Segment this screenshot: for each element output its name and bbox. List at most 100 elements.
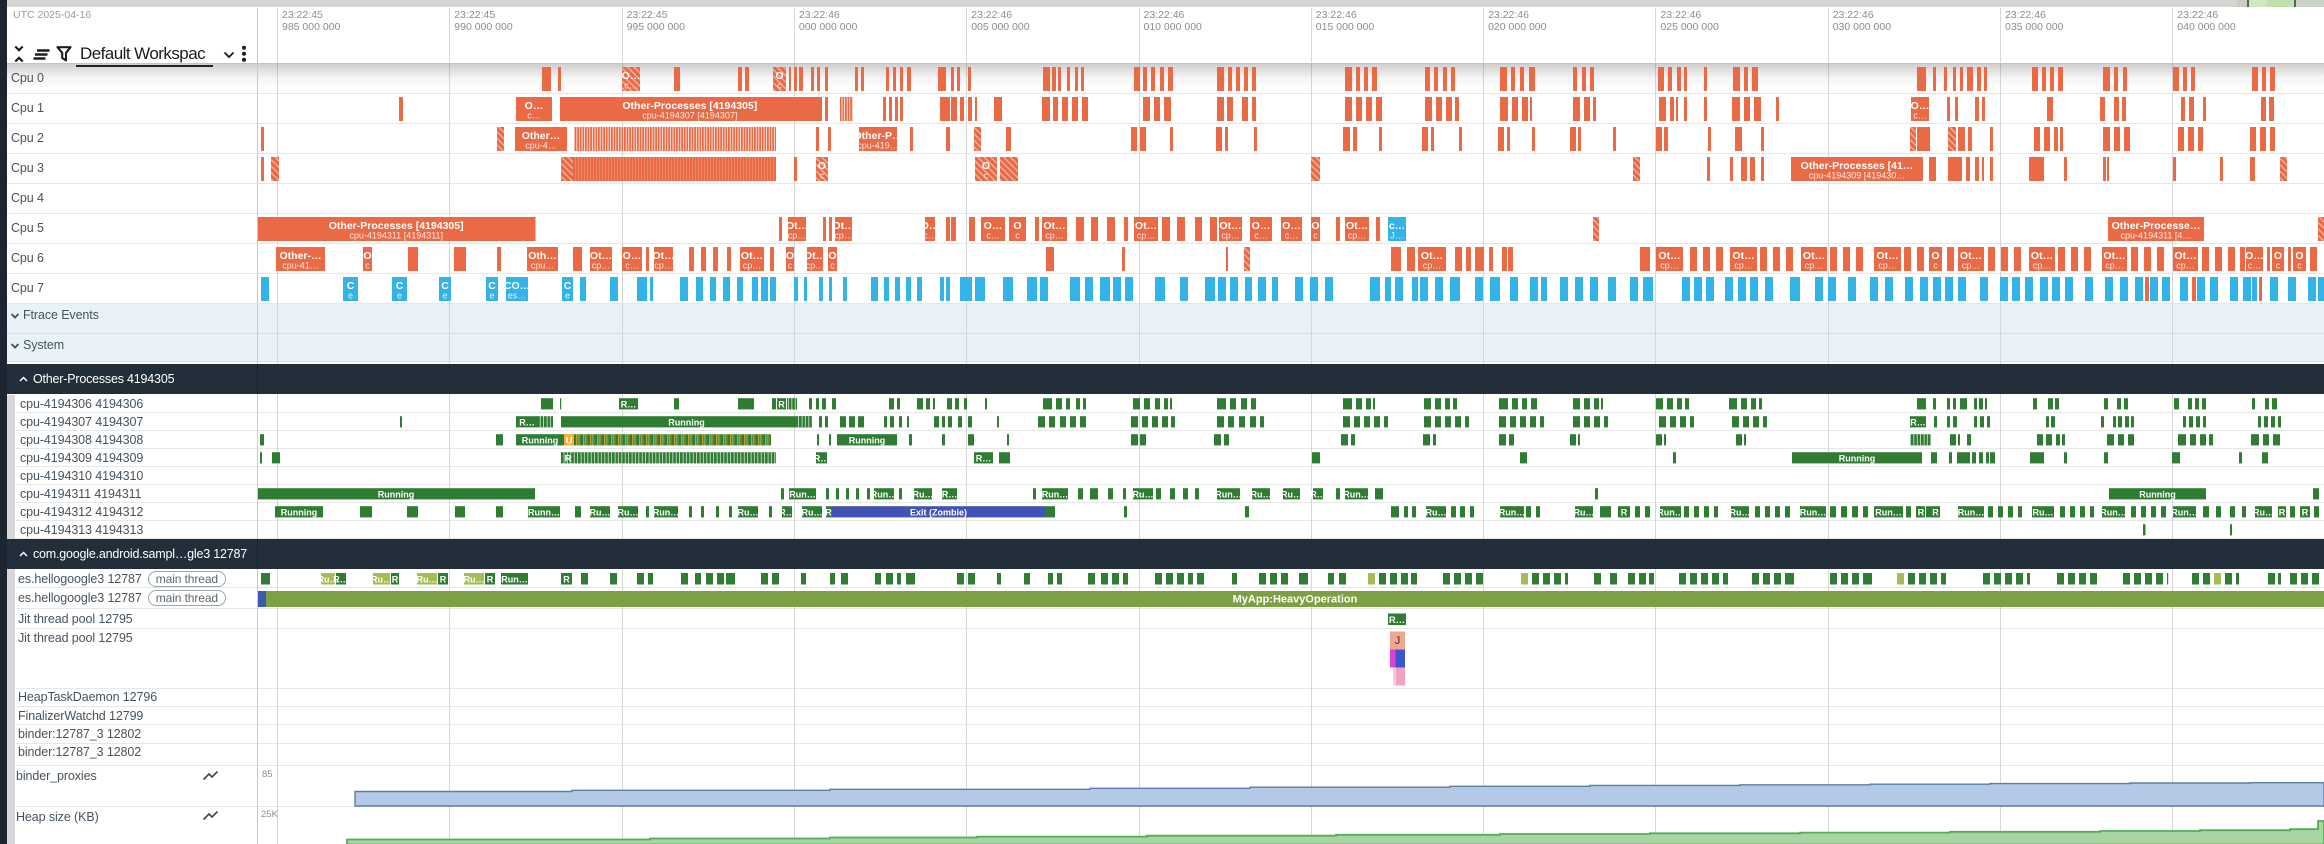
svg-text:e: e <box>489 291 494 301</box>
svg-text:Ru…: Ru… <box>1251 490 1272 500</box>
svg-text:cp…: cp… <box>2033 261 2052 271</box>
svg-text:c…: c… <box>1913 111 1927 121</box>
svg-text:O…: O… <box>984 220 1003 232</box>
svg-text:C: C <box>564 280 572 292</box>
svg-text:c…: c… <box>1389 220 1405 232</box>
svg-text:C: C <box>441 280 449 292</box>
svg-text:c…: c… <box>527 111 541 121</box>
svg-text:R: R <box>392 574 399 584</box>
svg-text:Run…: Run… <box>1800 508 1827 518</box>
svg-text:cpu-4194311 [4194311]: cpu-4194311 [4194311] <box>349 231 443 241</box>
svg-text:R…: R… <box>976 454 992 464</box>
svg-text:Ot…: Ot… <box>1960 250 1982 262</box>
svg-text:Run…: Run… <box>2171 508 2198 518</box>
svg-text:cp…: cp… <box>592 261 611 271</box>
svg-text:cp…: cp… <box>1805 261 1824 271</box>
svg-text:O: O <box>2274 250 2282 262</box>
svg-text:c…: c… <box>986 231 1000 241</box>
svg-text:O: O <box>1013 220 1021 232</box>
svg-text:Exit (Zombie): Exit (Zombie) <box>910 508 967 518</box>
svg-text:c…: c… <box>1254 231 1268 241</box>
svg-text:Run…: Run… <box>1657 508 1684 518</box>
svg-text:cp…: cp… <box>1660 261 1679 271</box>
svg-text:R…: R… <box>1310 490 1326 500</box>
svg-text:Running: Running <box>522 436 559 446</box>
svg-text:O…: O… <box>1282 220 1301 232</box>
svg-text:c: c <box>788 261 793 271</box>
svg-text:O…: O… <box>1911 100 1930 112</box>
svg-text:CO…: CO… <box>504 280 530 292</box>
svg-text:Ot…: Ot… <box>1346 220 1368 232</box>
svg-text:O: O <box>2295 250 2303 262</box>
svg-text:cpu-4194311 [4…: cpu-4194311 [4… <box>2121 231 2192 241</box>
svg-text:O: O <box>363 250 371 262</box>
svg-text:O: O <box>828 250 836 262</box>
svg-text:Ru…: Ru… <box>318 574 339 584</box>
svg-text:Ot…: Ot… <box>1421 250 1443 262</box>
svg-text:Run…: Run… <box>1215 490 1242 500</box>
svg-text:Ot…: Ot… <box>832 220 854 232</box>
svg-text:Run…: Run… <box>1343 490 1370 500</box>
svg-text:Ot…: Ot… <box>804 250 826 262</box>
svg-text:Ru…: Ru… <box>1133 490 1154 500</box>
svg-text:Ot…: Ot… <box>652 250 674 262</box>
svg-text:Run…: Run… <box>1958 508 1985 518</box>
svg-text:cp…: cp… <box>806 261 825 271</box>
svg-text:e: e <box>442 291 447 301</box>
svg-text:Oth…: Oth… <box>528 250 557 262</box>
svg-text:Ot…: Ot… <box>1876 250 1898 262</box>
svg-text:c…: c… <box>624 81 638 91</box>
svg-text:O: O <box>775 70 783 82</box>
svg-text:cpu-41…: cpu-41… <box>282 261 319 271</box>
svg-text:c…: c… <box>923 231 937 241</box>
svg-text:O: O <box>1931 250 1939 262</box>
svg-text:O…: O… <box>622 70 641 82</box>
svg-text:cpu…: cpu… <box>531 261 555 271</box>
svg-text:Run…: Run… <box>789 490 816 500</box>
svg-text:MyApp:HeavyOperation: MyApp:HeavyOperation <box>1233 594 1358 606</box>
svg-text:c: c <box>365 261 370 271</box>
svg-text:O: O <box>786 250 794 262</box>
svg-text:Ot…: Ot… <box>1658 250 1680 262</box>
svg-text:Ru…: Ru… <box>1426 508 1447 518</box>
svg-text:J: J <box>1395 635 1401 647</box>
svg-text:R…: R… <box>1389 615 1405 626</box>
svg-text:Run…: Run… <box>1875 508 1902 518</box>
svg-text:Run…: Run… <box>501 574 528 584</box>
svg-text:Runn…: Runn… <box>528 508 560 518</box>
svg-text:O…: O… <box>525 100 544 112</box>
svg-text:Ot…: Ot… <box>1135 220 1157 232</box>
svg-text:O: O <box>982 160 990 172</box>
svg-text:R…: R… <box>1910 418 1926 428</box>
svg-text:Run…: Run… <box>871 490 898 500</box>
svg-text:O…: O… <box>921 220 940 232</box>
svg-text:R: R <box>1932 508 1939 518</box>
svg-text:c: c <box>820 171 825 181</box>
svg-text:Other-Processes [4194305]: Other-Processes [4194305] <box>622 100 757 112</box>
svg-text:cpu-419…: cpu-419… <box>857 141 899 151</box>
svg-text:c: c <box>984 171 989 181</box>
svg-text:Run…: Run… <box>1499 508 1526 518</box>
svg-text:Ru…: Ru… <box>1574 508 1595 518</box>
svg-text:R: R <box>563 574 570 584</box>
svg-text:R…: R… <box>333 574 349 584</box>
svg-text:C: C <box>488 280 496 292</box>
svg-text:Ru…: Ru… <box>2033 508 2054 518</box>
svg-text:cp…: cp… <box>2176 261 2195 271</box>
svg-text:cpu-4194309 [419430…: cpu-4194309 [419430… <box>1809 171 1906 181</box>
svg-text:c: c <box>830 261 835 271</box>
svg-text:R: R <box>1918 508 1925 518</box>
svg-text:cpu-4…: cpu-4… <box>525 141 557 151</box>
svg-text:R: R <box>565 454 572 465</box>
svg-text:Other-…: Other-… <box>280 250 322 262</box>
svg-text:Ot…: Ot… <box>1732 250 1754 262</box>
svg-text:Ot…: Ot… <box>2103 250 2125 262</box>
svg-text:Ru…: Ru… <box>417 574 438 584</box>
svg-text:c: c <box>777 81 782 91</box>
svg-text:cp…: cp… <box>1962 261 1981 271</box>
svg-text:Running: Running <box>2139 490 2176 500</box>
svg-text:cp…: cp… <box>743 261 762 271</box>
svg-text:Ru…: Ru… <box>2253 508 2274 518</box>
svg-text:c: c <box>2297 261 2302 271</box>
svg-text:O: O <box>1311 220 1319 232</box>
